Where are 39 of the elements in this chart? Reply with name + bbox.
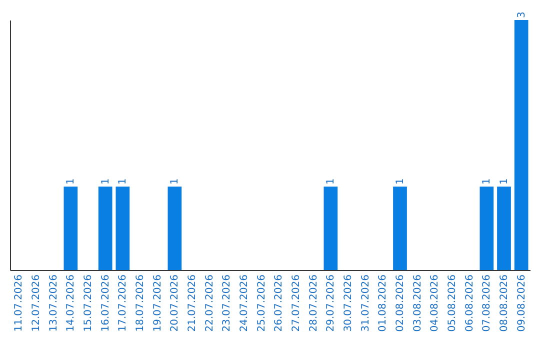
x-tick-label: 14.07.2026 xyxy=(66,274,77,332)
x-tick-label: 19.07.2026 xyxy=(152,274,164,332)
x-tick-label: 08.08.2026 xyxy=(499,274,510,332)
x-tick-label: 06.08.2026 xyxy=(464,274,476,332)
x-tick-label: 30.07.2026 xyxy=(343,274,354,332)
x-tick-label: 31.07.2026 xyxy=(360,274,372,332)
x-tick-label: 29.07.2026 xyxy=(326,274,337,332)
x-tick-label: 16.07.2026 xyxy=(100,274,112,332)
x-tick-label: 18.07.2026 xyxy=(135,274,146,332)
data-label: 1 xyxy=(482,178,493,185)
x-tick-label: 28.07.2026 xyxy=(308,274,320,332)
x-tick-label: 11.07.2026 xyxy=(14,274,25,332)
data-label: 1 xyxy=(395,178,406,185)
data-label: 1 xyxy=(499,178,510,185)
x-tick-label: 27.07.2026 xyxy=(291,274,302,332)
data-label: 3 xyxy=(516,12,528,18)
x-tick-label: 05.08.2026 xyxy=(447,274,458,332)
data-label: 1 xyxy=(170,178,181,185)
data-label: 1 xyxy=(100,178,112,185)
x-tick-label: 20.07.2026 xyxy=(170,274,181,332)
data-label: 1 xyxy=(118,178,129,185)
data-label: 1 xyxy=(66,178,77,185)
x-tick-label: 09.08.2026 xyxy=(516,274,528,332)
x-tick-label: 24.07.2026 xyxy=(239,274,250,332)
x-tick-label: 23.07.2026 xyxy=(222,274,233,332)
x-tick-label: 17.07.2026 xyxy=(118,274,129,332)
x-tick-label: 22.07.2026 xyxy=(204,274,216,332)
x-tick-label: 26.07.2026 xyxy=(274,274,285,332)
x-tick-label: 21.07.2026 xyxy=(187,274,198,332)
x-tick-label: 13.07.2026 xyxy=(48,274,60,332)
x-tick-label: 03.08.2026 xyxy=(412,274,424,332)
x-tick-label: 15.07.2026 xyxy=(83,274,94,332)
x-tick-label: 04.08.2026 xyxy=(430,274,441,332)
x-tick-label: 12.07.2026 xyxy=(31,274,42,332)
x-tick-label: 25.07.2026 xyxy=(256,274,268,332)
x-tick-label: 01.08.2026 xyxy=(378,274,389,332)
x-tick-label: 07.08.2026 xyxy=(482,274,493,332)
x-tick-label: 02.08.2026 xyxy=(395,274,406,332)
data-label: 1 xyxy=(326,178,337,185)
